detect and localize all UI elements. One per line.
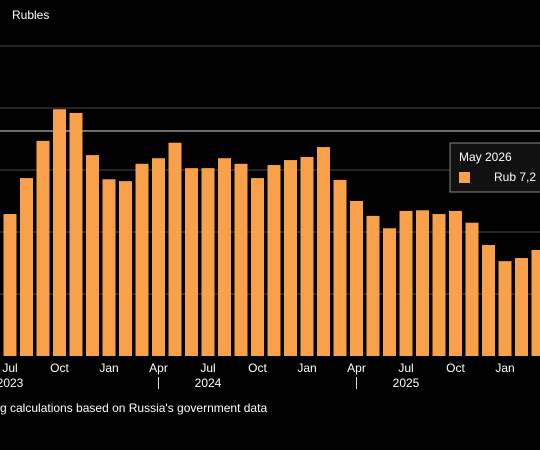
x-tick-label: Apr: [149, 361, 168, 375]
x-tick-label: Oct: [50, 361, 69, 375]
bar: [317, 147, 330, 356]
bar: [333, 179, 347, 356]
axis-title: Rubles: [12, 8, 49, 22]
bar: [482, 245, 495, 356]
tooltip-text: Rub 7,2: [494, 170, 536, 184]
x-tick-label: Oct: [248, 361, 267, 375]
x-tick-label: Jan: [297, 361, 316, 375]
bar: [185, 168, 198, 356]
x-tick-label: Apr: [347, 361, 366, 375]
bar: [135, 163, 149, 356]
year-label: 2023: [0, 376, 24, 390]
bar: [152, 158, 165, 356]
bar: [53, 109, 66, 357]
bar: [168, 142, 182, 356]
bar: [416, 210, 429, 356]
bar: [218, 158, 231, 356]
bar: [201, 168, 215, 356]
bar: [399, 210, 413, 356]
bar: [3, 214, 17, 356]
tooltip-title: May 2026: [459, 150, 512, 164]
bar: [531, 249, 540, 356]
source-note: g calculations based on Russia's governm…: [0, 401, 267, 415]
bar: [498, 261, 512, 356]
x-tick-label: Jul: [2, 361, 17, 375]
x-tick-label: Jan: [495, 361, 514, 375]
bar: [515, 258, 528, 356]
bar: [432, 214, 446, 356]
bar: [251, 178, 264, 356]
bar: [449, 210, 462, 356]
bar: [20, 178, 33, 356]
bar: [284, 160, 297, 356]
x-tick-label: Jul: [398, 361, 413, 375]
bar: [300, 156, 314, 356]
bar: [36, 140, 50, 356]
x-tick-label: Jul: [200, 361, 215, 375]
bar: [465, 222, 479, 356]
bar: [86, 155, 99, 356]
bar: [350, 201, 363, 356]
bar: [69, 112, 83, 357]
tooltip-swatch: [459, 172, 470, 183]
bar: [383, 228, 396, 356]
x-tick-label: Oct: [446, 361, 465, 375]
bar: [267, 165, 281, 356]
x-tick-label: Jan: [99, 361, 118, 375]
tooltip-box: [449, 142, 540, 193]
bar: [102, 179, 116, 356]
year-label: 2024: [195, 376, 222, 390]
bar: [366, 215, 380, 356]
year-label: 2025: [393, 376, 420, 390]
bar: [119, 181, 132, 356]
bar: [234, 163, 248, 356]
